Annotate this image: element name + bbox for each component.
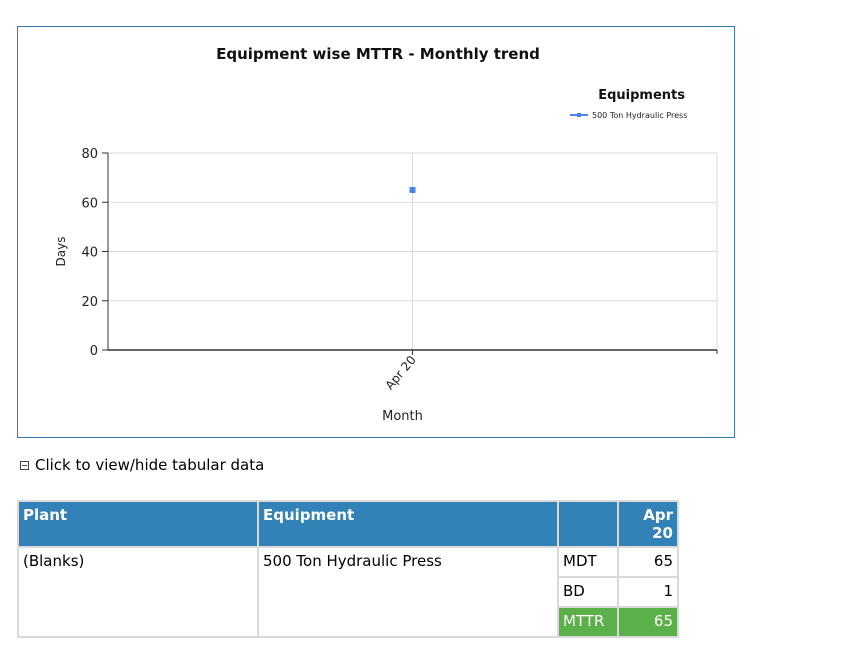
y-tick-label: 20 xyxy=(81,295,98,310)
cell-metric-bd: BD xyxy=(557,576,619,608)
cell-value-bd: 1 xyxy=(617,576,679,608)
y-tick-label: 0 xyxy=(90,344,98,359)
toggle-label: Click to view/hide tabular data xyxy=(35,456,265,474)
header-plant: Plant xyxy=(17,500,259,548)
x-tick-label: Apr 20 xyxy=(382,353,418,393)
header-equipment: Equipment xyxy=(257,500,559,548)
y-tick-label: 60 xyxy=(81,196,98,211)
cell-equipment: 500 Ton Hydraulic Press xyxy=(257,546,559,638)
legend-label: 500 Ton Hydraulic Press xyxy=(592,111,687,120)
tabular-data-table: Plant Equipment Apr 20 (Blanks) 500 Ton H… xyxy=(17,500,679,638)
tabular-data-toggle[interactable]: Click to view/hide tabular data xyxy=(20,456,264,474)
y-tick-label: 80 xyxy=(81,147,98,162)
table-row: BD 1 xyxy=(18,576,679,608)
cell-plant: (Blanks) xyxy=(17,546,259,638)
table-row: (Blanks) 500 Ton Hydraulic Press MDT 65 xyxy=(17,546,679,638)
y-axis-title: Days xyxy=(54,237,68,267)
table-header-row: Plant Equipment Apr 20 xyxy=(17,500,679,548)
header-month: Apr 20 xyxy=(617,500,679,548)
cell-value-mttr: 65 xyxy=(617,606,679,638)
header-month-line1: Apr xyxy=(643,506,673,524)
legend-title: Equipments xyxy=(598,88,685,103)
y-tick-label: 40 xyxy=(81,246,98,261)
x-axis-title: Month xyxy=(382,409,423,424)
cell-metric-mdt: MDT xyxy=(557,546,619,578)
data-point xyxy=(409,186,416,193)
header-metric xyxy=(557,500,619,548)
collapse-icon xyxy=(20,460,29,470)
chart-title: Equipment wise MTTR - Monthly trend xyxy=(216,45,540,63)
cell-value-mdt: 65 xyxy=(617,546,679,578)
mttr-chart: 0 20 40 60 80 Apr 20 Month Days Equipment wise M… xyxy=(54,45,718,424)
table-row: MTTR 65 xyxy=(18,606,679,638)
chart-panel: 0 20 40 60 80 Apr 20 Month Days Equipment wise M… xyxy=(17,26,735,438)
legend-marker xyxy=(577,113,581,117)
header-month-line2: 20 xyxy=(652,524,673,542)
cell-metric-mttr: MTTR xyxy=(557,606,619,638)
